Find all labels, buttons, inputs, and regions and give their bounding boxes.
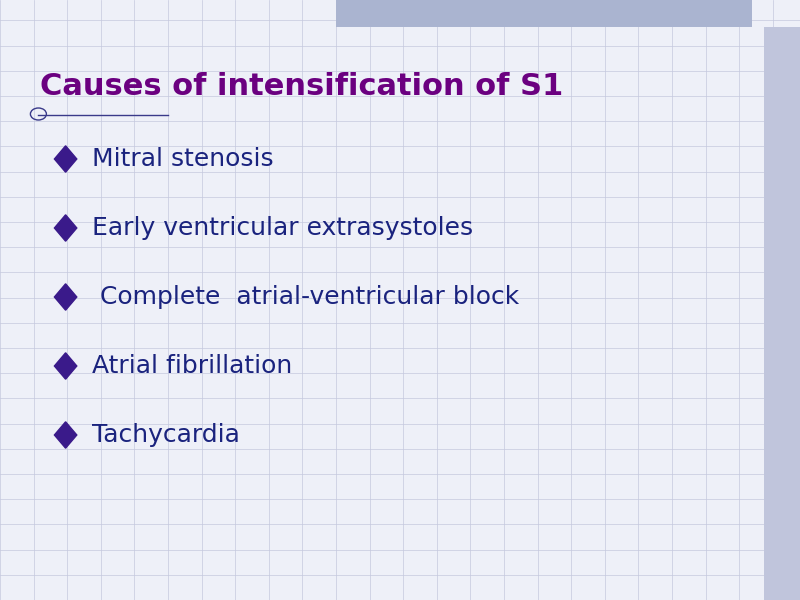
Polygon shape: [54, 146, 77, 172]
Text: Complete  atrial-ventricular block: Complete atrial-ventricular block: [92, 285, 519, 309]
FancyBboxPatch shape: [336, 0, 752, 27]
Polygon shape: [54, 353, 77, 379]
Polygon shape: [54, 422, 77, 448]
FancyBboxPatch shape: [764, 27, 800, 600]
Text: Causes of intensification of S1: Causes of intensification of S1: [40, 72, 563, 101]
Polygon shape: [54, 284, 77, 310]
Text: Atrial fibrillation: Atrial fibrillation: [92, 354, 292, 378]
Text: Early ventricular extrasystoles: Early ventricular extrasystoles: [92, 216, 473, 240]
Polygon shape: [54, 215, 77, 241]
Text: Tachycardia: Tachycardia: [92, 423, 240, 447]
Text: Mitral stenosis: Mitral stenosis: [92, 147, 274, 171]
